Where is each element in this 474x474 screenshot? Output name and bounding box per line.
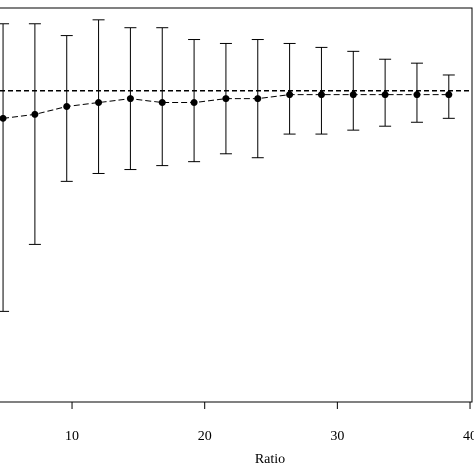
x-tick-label: 40 [463, 429, 474, 444]
point [95, 99, 103, 107]
point [158, 99, 166, 107]
plot-frame [0, 7, 473, 403]
point [63, 103, 71, 110]
point [317, 91, 325, 99]
x-tick-label: 20 [198, 429, 212, 444]
point [286, 91, 294, 99]
point [445, 91, 453, 99]
point [254, 95, 262, 103]
point [126, 95, 134, 103]
x-axis-label: Ratio [255, 452, 285, 467]
point [381, 91, 389, 99]
point [0, 114, 7, 122]
point [31, 110, 39, 118]
point [413, 91, 421, 99]
point [222, 95, 230, 103]
x-tick-label: 30 [330, 429, 344, 444]
point [190, 99, 198, 107]
x-tick-label: 10 [65, 429, 79, 444]
point [349, 91, 357, 99]
